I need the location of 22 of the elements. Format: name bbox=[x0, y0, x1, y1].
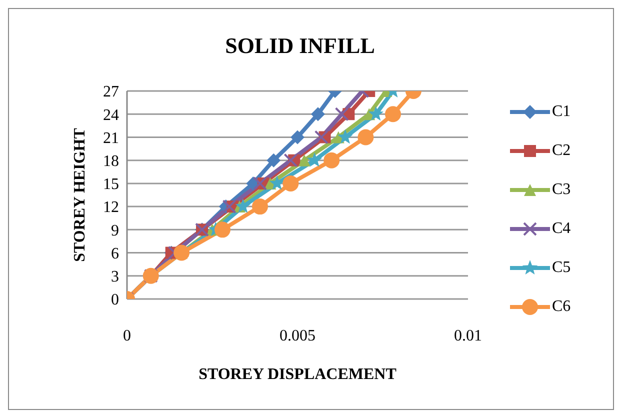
x-tick-label: 0.005 bbox=[280, 327, 316, 344]
y-tick-label: 24 bbox=[103, 106, 119, 124]
y-tick-label: 18 bbox=[103, 153, 119, 170]
legend-label: C5 bbox=[552, 258, 571, 276]
x-axis-title: STOREY DISPLACEMENT bbox=[198, 366, 397, 383]
y-tick-label: 27 bbox=[103, 84, 119, 101]
y-tick-label: 9 bbox=[111, 222, 119, 240]
legend-label: C1 bbox=[552, 102, 571, 120]
y-axis-title: STOREY HEIGHT bbox=[72, 128, 89, 262]
y-tick-label: 3 bbox=[111, 268, 119, 286]
y-tick-label: 6 bbox=[111, 245, 119, 262]
x-tick-label: 0.01 bbox=[454, 327, 482, 344]
y-tick-label: 12 bbox=[103, 199, 119, 216]
y-tick-label: 0 bbox=[111, 292, 119, 309]
legend-label: C6 bbox=[552, 298, 571, 316]
chart-title: SOLID INFILL bbox=[224, 33, 376, 59]
y-tick-label: 15 bbox=[103, 176, 119, 194]
y-tick-label: 21 bbox=[103, 130, 119, 147]
x-tick-label: 0 bbox=[123, 327, 131, 344]
legend-label: C4 bbox=[552, 220, 571, 238]
legend-label: C3 bbox=[552, 180, 571, 198]
legend-label: C2 bbox=[552, 142, 571, 160]
